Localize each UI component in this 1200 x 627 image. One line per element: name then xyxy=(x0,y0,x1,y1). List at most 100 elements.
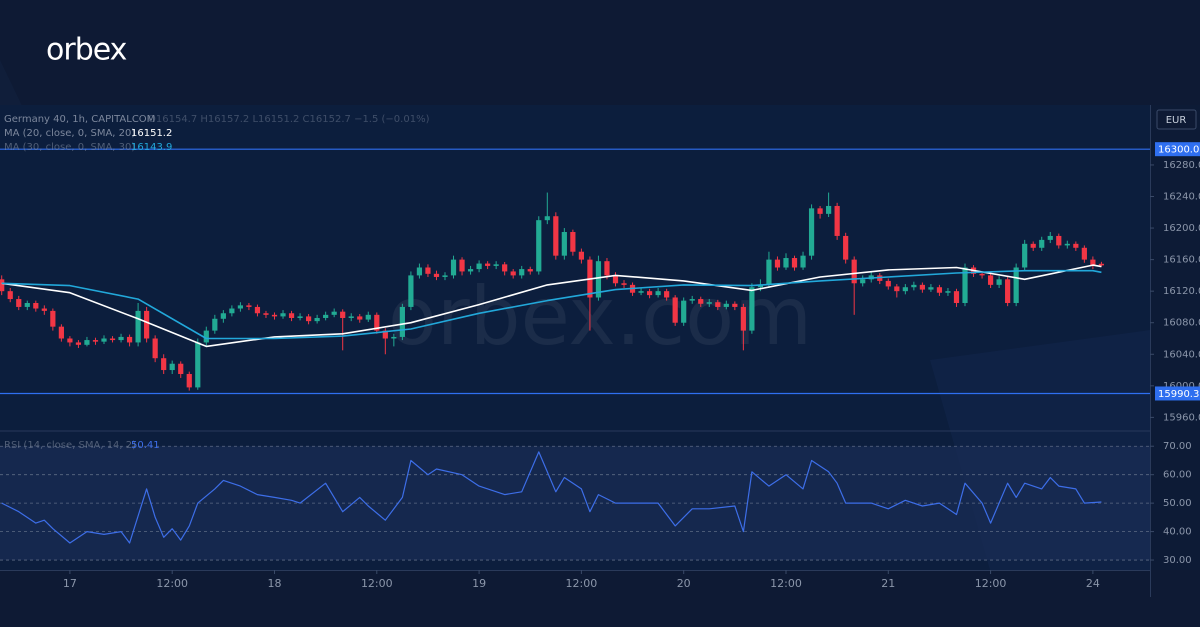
candle-body xyxy=(502,264,508,272)
x-tick-label: 12:00 xyxy=(156,577,188,590)
y-tick-label: 30.00 xyxy=(1163,555,1192,566)
candle-body xyxy=(519,269,525,276)
candle-body xyxy=(595,261,602,298)
y-tick-label: 40.00 xyxy=(1163,527,1192,538)
candle-body xyxy=(186,373,192,388)
x-tick-label: 17 xyxy=(63,577,77,590)
y-tick-label: 50.00 xyxy=(1163,498,1192,509)
x-tick-label: 20 xyxy=(677,577,691,590)
currency-box[interactable] xyxy=(1156,109,1197,130)
candle-body xyxy=(791,258,798,268)
candle-body xyxy=(774,259,781,268)
candle-body xyxy=(757,284,764,288)
candle-body xyxy=(962,267,968,303)
y-tick-label: 16160.0 xyxy=(1163,255,1200,266)
candle-body xyxy=(442,275,448,277)
candle-body xyxy=(314,317,320,322)
candle-body xyxy=(67,338,73,343)
candle-body xyxy=(50,310,56,327)
candle-body xyxy=(1030,243,1036,248)
candle-body xyxy=(996,279,1002,285)
candle-body xyxy=(41,308,47,311)
candle-body xyxy=(911,284,917,288)
candle-body xyxy=(689,299,695,301)
candle-body xyxy=(919,284,925,290)
candle-body xyxy=(672,297,678,323)
candle-body xyxy=(885,280,891,287)
candle-body xyxy=(655,291,661,296)
candle-body xyxy=(271,314,278,317)
candle-body xyxy=(144,310,150,339)
candle-body xyxy=(305,316,312,322)
level-label-box xyxy=(1155,386,1200,401)
candle-body xyxy=(808,208,815,256)
y-tick-label: 16280.0 xyxy=(1163,160,1200,171)
y-tick-label: 16200.0 xyxy=(1163,223,1200,234)
candle-body xyxy=(399,306,405,337)
candle-body xyxy=(408,275,414,307)
candle-body xyxy=(161,358,167,371)
x-tick-label: 19 xyxy=(472,577,486,590)
candle-body xyxy=(1081,247,1087,260)
y-tick-label: 16240.0 xyxy=(1163,192,1200,203)
candle-body xyxy=(220,313,226,319)
ma-line xyxy=(1,264,1102,348)
candle-body xyxy=(340,311,346,318)
candle-body xyxy=(135,310,141,343)
candle-body xyxy=(280,313,286,317)
candle-body xyxy=(698,299,704,304)
candle-body xyxy=(800,255,806,268)
candle-body xyxy=(681,300,687,323)
candle-body xyxy=(570,232,576,252)
candle-body xyxy=(834,205,840,236)
candle-body xyxy=(288,313,295,318)
candle-body xyxy=(1005,279,1011,303)
candle-body xyxy=(638,291,644,293)
candle-body xyxy=(860,279,866,284)
candle-body xyxy=(732,303,738,307)
candle-body xyxy=(945,291,951,293)
candle-body xyxy=(1090,259,1096,266)
candle-body xyxy=(851,259,857,284)
candle-body xyxy=(1064,243,1070,246)
chart-title: Germany 40, 1h, CAPITALCOM xyxy=(4,114,155,125)
x-tick-label: 24 xyxy=(1086,577,1100,590)
candle-body xyxy=(109,338,116,341)
candle-body xyxy=(365,314,371,320)
candle-body xyxy=(152,338,158,359)
x-tick-label: 12:00 xyxy=(566,577,598,590)
candle-body xyxy=(979,273,985,276)
candle-body xyxy=(843,235,849,260)
candle-body xyxy=(75,342,82,345)
candle-body xyxy=(297,316,303,318)
candle-body xyxy=(0,279,5,292)
candle-body xyxy=(766,259,772,285)
candle-body xyxy=(646,291,653,296)
candle-body xyxy=(118,336,124,341)
y-tick-label: 16000.0 xyxy=(1163,381,1200,392)
candle-body xyxy=(33,302,39,309)
y-tick-label: 60.00 xyxy=(1163,470,1192,481)
candle-body xyxy=(485,263,491,266)
candle-body xyxy=(1073,243,1079,248)
candle-body xyxy=(1098,263,1105,266)
candle-body xyxy=(331,311,337,315)
candle-body xyxy=(664,291,670,298)
candle-body xyxy=(92,340,99,342)
x-tick-label: 12:00 xyxy=(975,577,1007,590)
y-tick-label: 16080.0 xyxy=(1163,318,1200,329)
y-tick-label: 70.00 xyxy=(1163,441,1192,452)
candle-body xyxy=(1022,243,1028,268)
currency-label[interactable]: EUR xyxy=(1166,115,1187,126)
candle-body xyxy=(16,299,22,307)
candle-body xyxy=(263,313,269,315)
candle-body xyxy=(254,306,261,314)
candle-body xyxy=(178,363,184,374)
legend-label: RSI (14, close, SMA, 14, 2) xyxy=(4,440,136,451)
ma-line xyxy=(1,269,1102,340)
y-tick-label: 15960.0 xyxy=(1163,412,1200,423)
legend-value: 50.41 xyxy=(131,440,160,451)
candle-body xyxy=(126,336,133,343)
candle-body xyxy=(229,308,235,314)
